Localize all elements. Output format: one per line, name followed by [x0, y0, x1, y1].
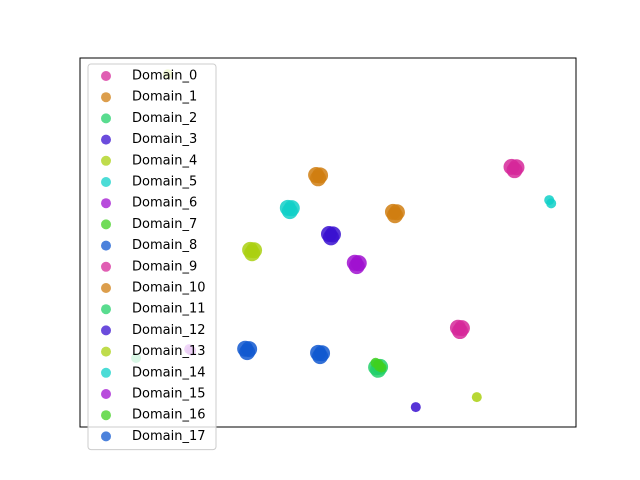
legend-label: Domain_13 — [132, 344, 206, 359]
legend-marker — [101, 71, 111, 81]
legend-marker — [101, 113, 111, 124]
point — [451, 323, 468, 340]
legend-label: Domain_7 — [132, 217, 197, 232]
point — [386, 207, 403, 224]
point — [376, 362, 387, 373]
legend-label: Domain_10 — [132, 281, 206, 296]
legend-label: Domain_0 — [132, 69, 197, 84]
point — [322, 229, 339, 246]
legend-label: Domain_8 — [132, 238, 197, 253]
legend-label: Domain_4 — [132, 153, 197, 168]
legend-label: Domain_11 — [132, 302, 206, 317]
legend-marker — [101, 410, 111, 421]
point — [506, 162, 523, 179]
legend-marker — [101, 346, 111, 357]
legend-label: Domain_5 — [132, 175, 197, 190]
point — [239, 344, 256, 361]
point — [410, 402, 421, 413]
point — [471, 392, 482, 403]
legend-label: Domain_1 — [132, 90, 197, 105]
legend-marker — [101, 431, 111, 442]
legend-marker — [101, 367, 111, 378]
legend-marker — [101, 155, 111, 166]
legend-marker — [101, 304, 111, 315]
axes-frame — [79, 57, 577, 428]
legend-marker — [101, 219, 111, 230]
point — [546, 198, 557, 209]
legend-marker — [101, 389, 111, 399]
legend-label: Domain_12 — [132, 323, 206, 338]
point — [312, 348, 329, 365]
legend-label: Domain_16 — [132, 408, 206, 423]
legend-label: Domain_3 — [132, 132, 197, 147]
legend-label: Domain_9 — [132, 259, 197, 274]
legend-label: Domain_2 — [132, 111, 197, 126]
legend-marker — [101, 177, 111, 187]
point — [310, 170, 327, 187]
legend-label: Domain_17 — [132, 429, 206, 444]
legend-label: Domain_15 — [132, 387, 206, 402]
point — [348, 258, 365, 275]
legend-marker — [101, 240, 111, 251]
legend-marker — [101, 261, 111, 272]
legend-marker — [101, 325, 111, 336]
point — [281, 203, 298, 220]
legend-marker — [101, 283, 111, 293]
legend-marker — [101, 92, 111, 103]
legend-marker — [101, 198, 111, 209]
legend-box — [87, 63, 217, 451]
legend-label: Domain_6 — [132, 196, 197, 211]
legend-marker — [101, 134, 111, 145]
legend-label: Domain_14 — [132, 365, 206, 380]
point — [244, 245, 261, 262]
